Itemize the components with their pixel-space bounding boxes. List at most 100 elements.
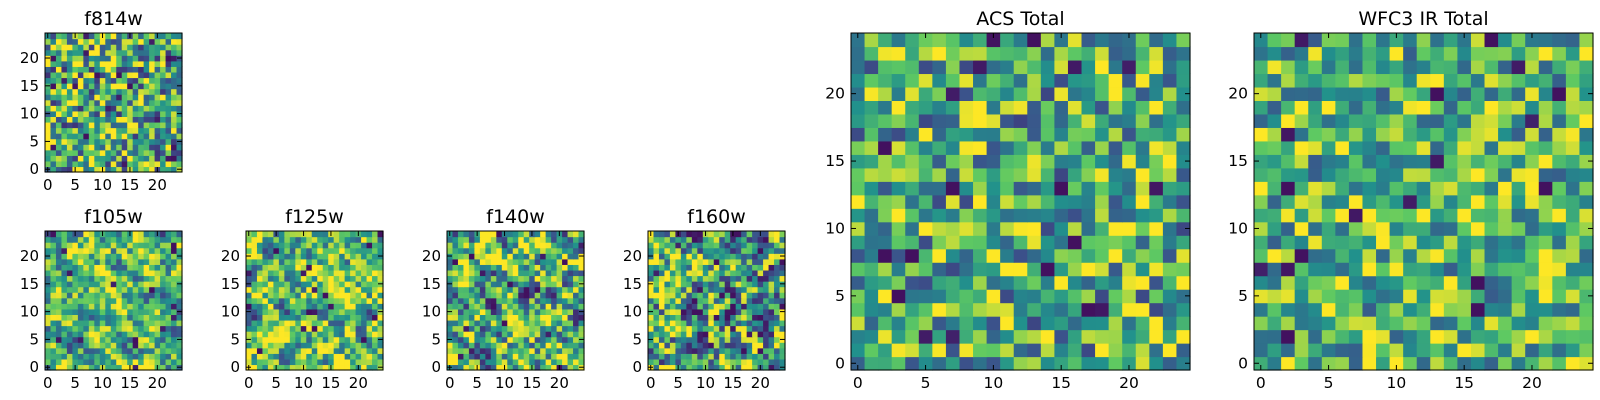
heatmap-cell [1149, 167, 1164, 182]
heatmap-cell [366, 347, 373, 354]
heatmap-cell [490, 297, 497, 304]
heatmap-cell [116, 144, 123, 151]
heatmap-cell [763, 242, 770, 249]
heatmap-cell [735, 336, 742, 343]
heatmap-cell [88, 44, 95, 51]
heatmap-cell [267, 231, 274, 238]
heatmap-cell [45, 331, 52, 338]
heatmap-cell [1176, 46, 1191, 61]
heatmap-cell [713, 264, 720, 271]
heatmap-cell [88, 88, 95, 95]
heatmap-cell [658, 242, 666, 249]
heatmap-cell [132, 160, 139, 168]
heatmap-cell [457, 297, 465, 304]
heatmap-cell [361, 281, 368, 288]
heatmap-cell [878, 208, 893, 223]
heatmap-cell [1067, 208, 1083, 223]
heatmap-cell [523, 286, 530, 293]
heatmap-cell [284, 303, 291, 310]
heatmap-cell [328, 297, 335, 304]
heatmap-cell [1389, 73, 1404, 88]
heatmap-cell [127, 236, 134, 243]
heatmap-cell [55, 116, 63, 123]
heatmap-cell [891, 343, 906, 358]
heatmap-cell [669, 353, 676, 360]
heatmap-cell [675, 269, 682, 277]
heatmap-cell [165, 275, 172, 282]
heatmap-cell [171, 121, 178, 129]
heatmap-cell [160, 297, 167, 304]
heatmap-cell [377, 242, 384, 249]
heatmap-cell [83, 286, 90, 293]
heatmap-cell [1538, 302, 1553, 317]
heatmap-cell [138, 127, 145, 134]
heatmap-cell [1389, 316, 1404, 331]
heatmap-cell [295, 325, 302, 332]
heatmap-cell [50, 347, 57, 354]
heatmap-cell [556, 347, 563, 354]
heatmap-cell [149, 364, 156, 371]
heatmap-cell [317, 336, 324, 343]
heatmap-cell [1149, 275, 1164, 290]
heatmap-cell [77, 342, 84, 349]
heatmap-cell [171, 331, 178, 338]
heatmap-cell [507, 286, 514, 293]
heatmap-cell [55, 281, 63, 288]
heatmap-cell [1416, 154, 1431, 169]
x-tick-label: 0 [646, 374, 656, 392]
heatmap-cell [741, 325, 748, 332]
heatmap-cell [763, 314, 770, 321]
heatmap-cell [648, 342, 655, 349]
heatmap-cell [719, 258, 726, 265]
heatmap-cell [149, 325, 156, 332]
heatmap-cell [1565, 302, 1581, 317]
heatmap-cell [675, 303, 682, 310]
heatmap-cell [77, 258, 84, 265]
heatmap-cell [1054, 194, 1069, 209]
heatmap-cell [1443, 100, 1458, 115]
heatmap-cell [529, 242, 536, 249]
heatmap-cell [485, 331, 492, 338]
heatmap-cell [61, 110, 68, 117]
heatmap-cell [83, 336, 90, 343]
heatmap-cell [1135, 181, 1150, 196]
heatmap-cell [66, 247, 73, 254]
heatmap-cell [127, 94, 134, 101]
heatmap-cell [573, 314, 580, 321]
heatmap-cell [648, 275, 655, 282]
heatmap-cell [1013, 167, 1028, 182]
heatmap-cell [138, 308, 145, 315]
heatmap-cell [1040, 343, 1055, 358]
heatmap-cell [132, 247, 139, 254]
heatmap-cell [132, 286, 139, 293]
heatmap-cell [344, 253, 351, 260]
heatmap-cell [1000, 302, 1015, 317]
heatmap-cell [1389, 221, 1404, 236]
heatmap-cell [746, 347, 753, 354]
heatmap-cell [132, 297, 139, 304]
heatmap-cell [1443, 181, 1458, 196]
heatmap-cell [1511, 181, 1526, 196]
heatmap-cell [50, 149, 57, 156]
heatmap-cell [686, 258, 693, 265]
heatmap-cell [774, 286, 781, 293]
heatmap-cell [986, 208, 1001, 223]
heatmap-cell [61, 105, 68, 112]
heatmap-cell [1054, 59, 1069, 75]
heatmap-cell [680, 314, 687, 321]
heatmap-cell [256, 269, 264, 277]
heatmap-cell [88, 258, 95, 265]
heatmap-cell [1308, 127, 1323, 142]
heatmap-cell [50, 297, 57, 304]
heatmap-cell [132, 166, 139, 173]
heatmap-cell [160, 247, 167, 254]
heatmap-cell [669, 303, 676, 310]
heatmap-cell [746, 242, 753, 249]
heatmap-cell [176, 297, 183, 304]
heatmap-cell [306, 231, 313, 238]
heatmap-cell [669, 286, 676, 293]
heatmap-cell [256, 364, 264, 371]
heatmap-cell [702, 319, 709, 327]
heatmap-cell [1498, 167, 1513, 182]
heatmap-cell [708, 292, 715, 299]
